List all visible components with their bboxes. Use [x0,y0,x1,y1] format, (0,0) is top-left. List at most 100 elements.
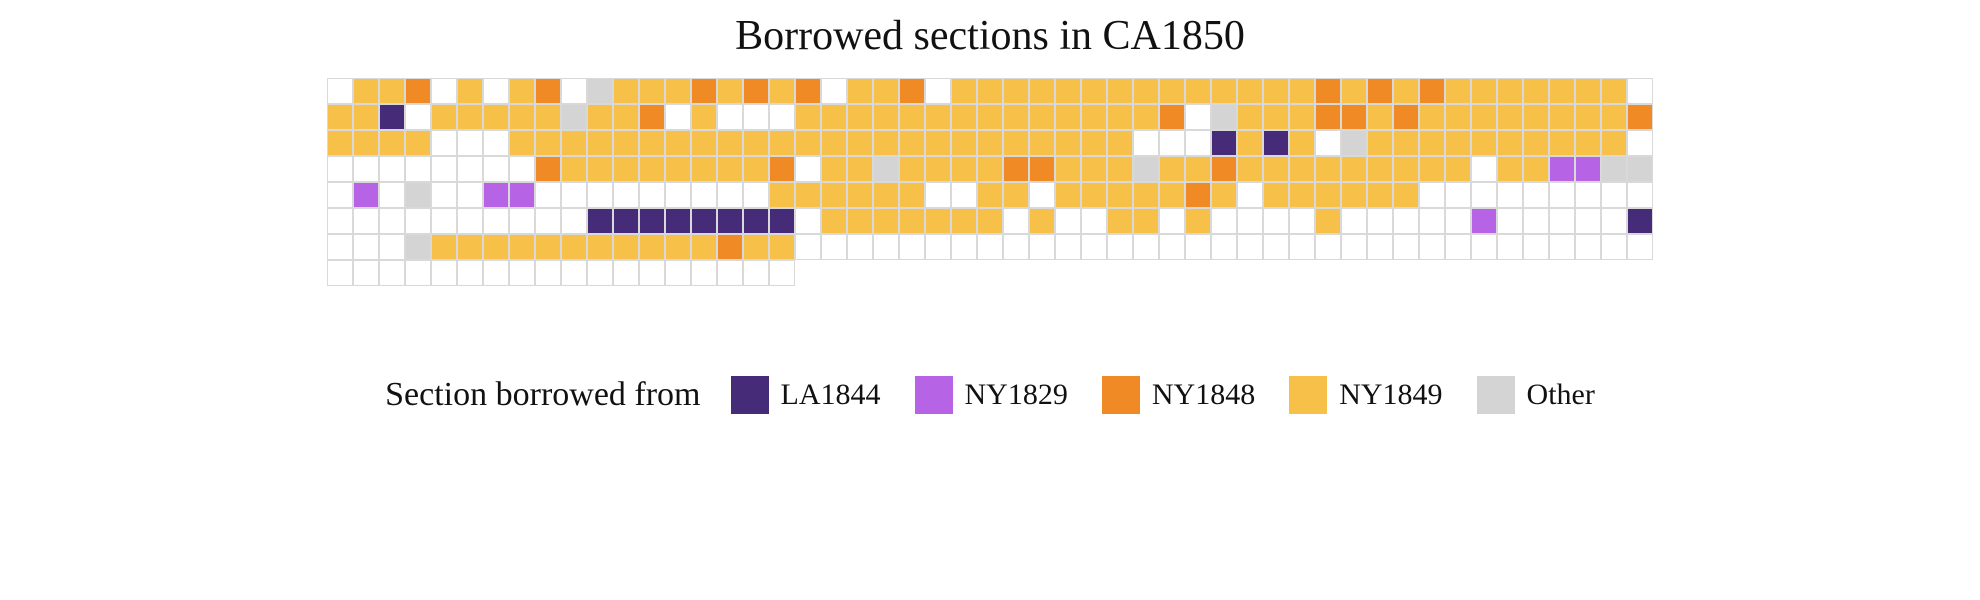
heatmap-cell [1523,156,1549,182]
heatmap-cell [1523,104,1549,130]
heatmap-cell [795,208,821,234]
heatmap-cell [1107,130,1133,156]
heatmap-cell [1367,260,1393,286]
heatmap-cell [431,208,457,234]
legend-title: Section borrowed from [385,376,700,414]
heatmap-cell [899,78,925,104]
heatmap-cell [1419,78,1445,104]
heatmap-cell [379,208,405,234]
heatmap-cell [1211,234,1237,260]
heatmap-cell [899,130,925,156]
legend-label: NY1849 [1339,378,1442,412]
heatmap-cell [1159,78,1185,104]
heatmap-cell [1445,104,1471,130]
heatmap-cell [665,182,691,208]
heatmap-cell [1029,182,1055,208]
heatmap-cell [925,78,951,104]
heatmap-cell [509,208,535,234]
heatmap-cell [743,104,769,130]
heatmap-cell [1549,78,1575,104]
heatmap-cell [1393,130,1419,156]
heatmap-cell [1627,104,1653,130]
heatmap-cell [873,208,899,234]
heatmap-cell [847,78,873,104]
heatmap-cell [1471,130,1497,156]
heatmap-cell [977,234,1003,260]
heatmap-cell [951,182,977,208]
heatmap-cell [535,130,561,156]
heatmap-cell [1627,156,1653,182]
heatmap-cell [1419,260,1445,286]
legend: Section borrowed from LA1844NY1829NY1848… [0,376,1980,414]
heatmap-cell [327,78,353,104]
heatmap-cell [1289,78,1315,104]
heatmap-cell [587,182,613,208]
heatmap-cell [327,156,353,182]
heatmap-cell [483,208,509,234]
heatmap-cell [1289,260,1315,286]
heatmap-cell [405,260,431,286]
heatmap-cell [1367,78,1393,104]
heatmap-cell [1289,234,1315,260]
heatmap-cell [1263,182,1289,208]
heatmap-cell [1315,130,1341,156]
heatmap-cell [1029,260,1055,286]
heatmap-cell [1601,78,1627,104]
heatmap-cell [1081,234,1107,260]
heatmap-cell [873,130,899,156]
heatmap-cell [1419,130,1445,156]
heatmap-cell [1497,156,1523,182]
heatmap-cell [483,78,509,104]
heatmap-cell [1237,182,1263,208]
heatmap-cell [431,104,457,130]
heatmap-cell [1315,182,1341,208]
heatmap-cell [405,78,431,104]
heatmap-cell [1523,260,1549,286]
heatmap-cell [1367,234,1393,260]
heatmap-cell [691,182,717,208]
legend-item: NY1848 [1102,376,1255,414]
heatmap-cell [977,260,1003,286]
heatmap-cell [1393,234,1419,260]
heatmap-cell [535,182,561,208]
heatmap-cell [431,234,457,260]
heatmap-cell [847,234,873,260]
heatmap-cell [1055,78,1081,104]
heatmap-cell [1185,104,1211,130]
heatmap-cell [717,234,743,260]
heatmap-cell [1523,130,1549,156]
heatmap-cell [1081,156,1107,182]
heatmap-cell [639,208,665,234]
heatmap-cell [1393,260,1419,286]
heatmap-cell [1185,260,1211,286]
heatmap-cell [951,130,977,156]
heatmap-cell [1419,234,1445,260]
heatmap-cell [639,182,665,208]
heatmap-cell [977,156,1003,182]
legend-swatch [1477,376,1515,414]
heatmap-cell [1055,234,1081,260]
heatmap-cell [1627,78,1653,104]
heatmap-cell [1081,260,1107,286]
heatmap-cell [1471,234,1497,260]
legend-swatch [1102,376,1140,414]
heatmap-cell [821,156,847,182]
heatmap-cell [717,156,743,182]
heatmap-cell [509,104,535,130]
heatmap-cell [1549,234,1575,260]
heatmap-cell [1055,208,1081,234]
heatmap-cell [769,260,795,286]
heatmap-cell [743,234,769,260]
heatmap-cell [1627,208,1653,234]
heatmap-cell [1107,156,1133,182]
heatmap-cell [717,78,743,104]
heatmap-cell [1575,208,1601,234]
heatmap-cell [561,78,587,104]
heatmap-cell [639,156,665,182]
heatmap-cell [1055,182,1081,208]
heatmap-cell [1601,208,1627,234]
heatmap-cell [405,130,431,156]
heatmap-cell [951,78,977,104]
heatmap-cell [1471,208,1497,234]
heatmap-cell [1315,78,1341,104]
